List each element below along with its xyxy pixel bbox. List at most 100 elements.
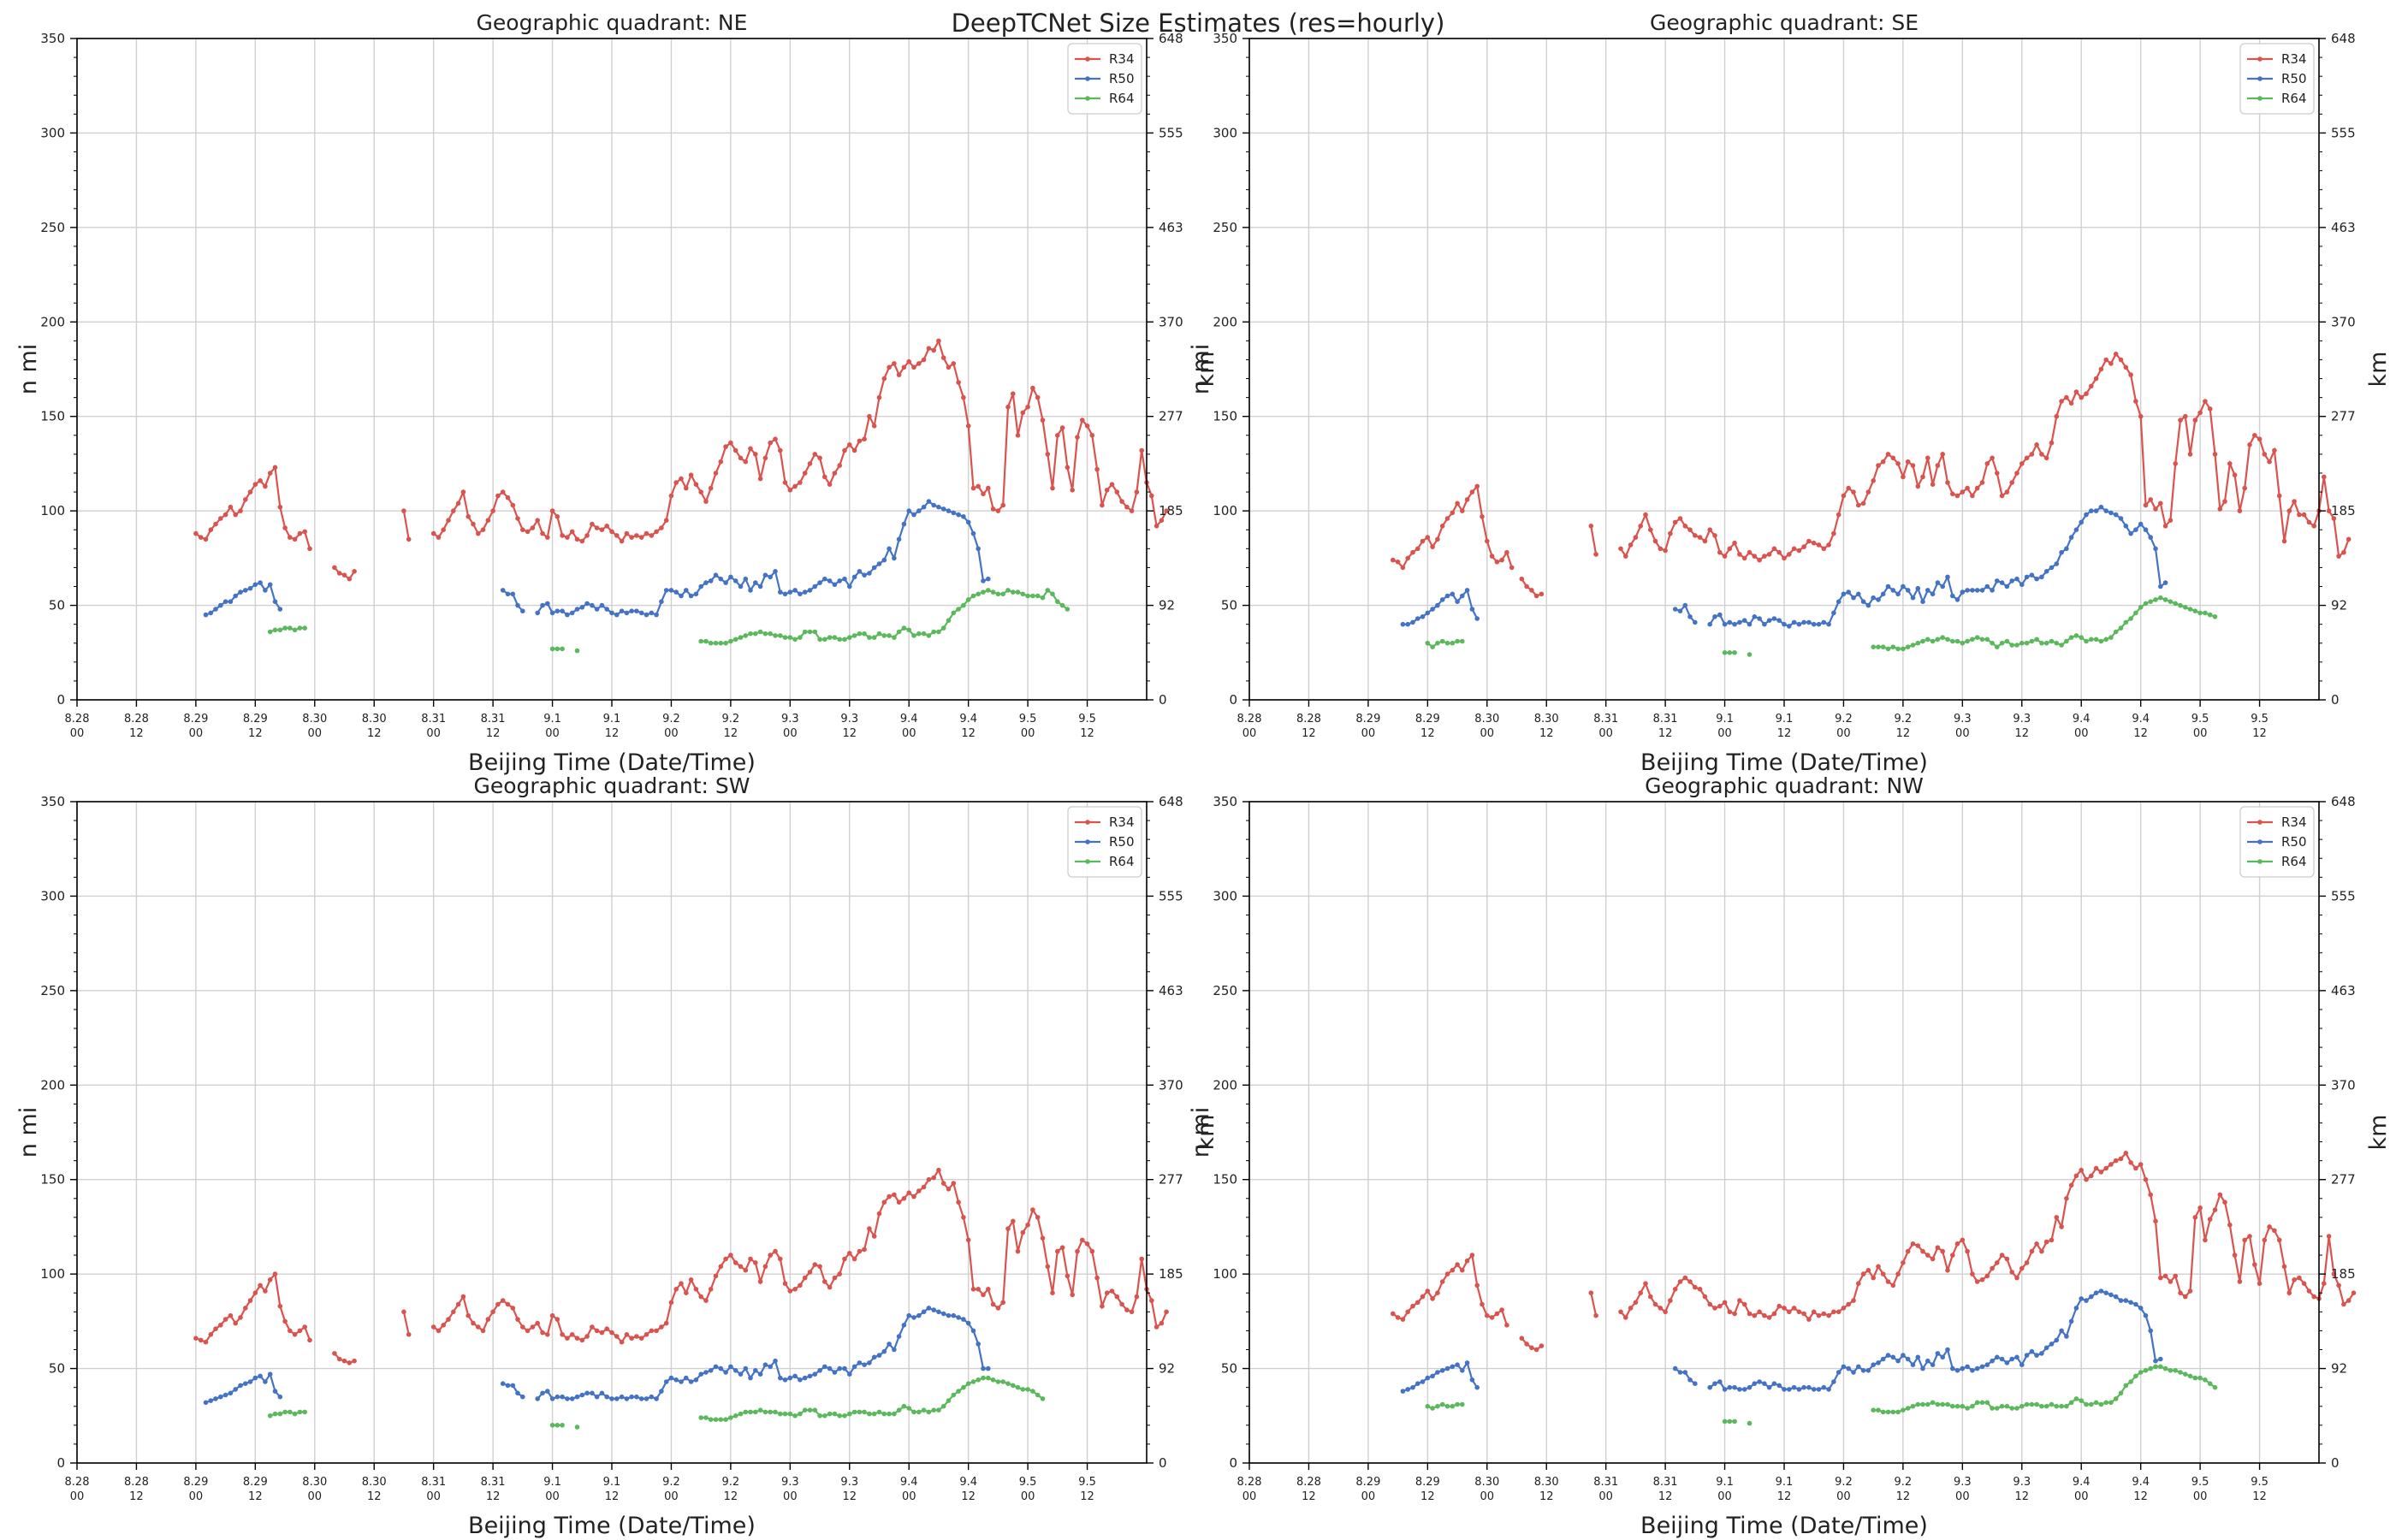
data-point-r64 [703,638,709,644]
data-point-r64 [773,1409,778,1415]
data-point-r34 [936,338,941,344]
data-point-r34 [1474,483,1480,489]
data-point-r50 [842,1365,847,1371]
y-tick-label: 50 [49,598,65,613]
data-point-r34 [1084,1241,1090,1247]
data-point-r50 [693,591,699,597]
data-point-r34 [2322,1281,2327,1286]
data-point-r50 [951,510,957,516]
data-point-r34 [406,536,412,542]
data-point-r64 [302,625,308,631]
data-point-r34 [2237,1279,2243,1284]
data-point-r50 [2054,1337,2060,1343]
data-point-r64 [798,1411,803,1417]
data-point-r64 [267,629,273,635]
data-point-r34 [1707,1301,1712,1307]
data-point-r34 [757,476,763,482]
data-point-r34 [787,1288,793,1294]
data-point-r34 [560,1332,565,1337]
x-tick-date: 8.29 [243,713,268,726]
data-point-r50 [1722,621,1728,627]
data-point-r34 [584,1334,590,1339]
data-point-r34 [2306,519,2312,525]
data-point-r34 [1474,1282,1480,1288]
data-point-r34 [956,380,961,385]
data-point-r34 [1149,493,1154,499]
data-point-r34 [2281,1264,2287,1270]
data-point-r50 [1741,1387,1747,1392]
data-point-r64 [940,625,946,631]
data-point-r34 [1687,1279,1693,1284]
data-point-r64 [851,1409,857,1415]
data-point-r50 [1693,1381,1698,1386]
y-tick-label: 0 [1229,1455,1237,1471]
chart-panel-2: 0501001502002503003500921852773704635556… [15,773,1219,1539]
data-point-r34 [1469,1253,1475,1258]
data-point-r64 [946,1398,952,1403]
y-tick-label: 300 [1213,125,1237,140]
data-point-r34 [1084,424,1090,429]
data-point-r64 [862,1409,867,1415]
data-point-r50 [1940,583,1945,589]
data-point-r34 [2301,1281,2307,1286]
data-point-r64 [574,1424,580,1430]
data-point-r50 [1895,591,1901,597]
data-point-r34 [198,1337,204,1343]
data-point-r34 [341,572,347,578]
data-point-r34 [619,1339,625,1345]
data-point-r50 [500,588,506,593]
chart-panel-3: 0501001502002503003500921852773704635556… [1188,773,2392,1539]
x-tick-date: 9.4 [959,1476,977,1489]
data-point-r34 [807,1270,813,1275]
data-point-r34 [1000,1300,1005,1306]
data-point-r50 [2133,1301,2138,1307]
data-point-r50 [2123,524,2129,529]
data-point-r64 [1430,644,1435,649]
data-point-r34 [545,1332,550,1337]
x-tick-hour: 00 [1717,1490,1732,1503]
y-tick-label: 150 [40,409,65,424]
data-point-r50 [2093,508,2099,513]
data-point-r34 [2098,366,2104,372]
data-point-r34 [272,1271,278,1276]
data-point-r64 [1025,1387,1030,1392]
x-tick-date: 8.28 [124,713,149,726]
data-point-r50 [1920,1365,1925,1371]
x-tick-hour: 12 [1080,727,1094,740]
data-point-r64 [1925,637,1930,643]
data-point-r34 [2341,549,2346,555]
data-point-r34 [1652,538,1658,544]
data-point-r34 [659,525,664,530]
data-point-r34 [1901,474,1906,480]
data-point-r50 [1995,1354,2000,1360]
data-point-r34 [288,535,293,540]
data-point-r34 [807,461,813,466]
data-point-r34 [732,447,738,453]
legend-marker-r34 [1085,820,1090,825]
data-point-r50 [871,565,877,571]
data-point-r34 [782,480,788,485]
data-point-r64 [876,631,882,637]
data-point-r64 [2118,1390,2124,1396]
data-point-r50 [2073,1306,2079,1311]
data-point-r64 [981,1375,986,1381]
x-tick-hour: 00 [902,727,916,740]
data-point-r34 [901,1196,907,1201]
data-point-r64 [881,1411,887,1417]
data-point-r50 [851,574,857,580]
data-point-r34 [1811,1309,1817,1315]
data-point-r64 [782,635,788,640]
data-point-r34 [1499,1307,1504,1312]
data-point-r34 [1504,1323,1509,1328]
data-point-r64 [2059,643,2064,648]
data-point-r64 [1950,638,1955,644]
data-point-r34 [1974,485,1980,491]
data-point-r50 [753,1368,758,1373]
data-point-r34 [2049,1237,2055,1243]
data-point-r34 [510,502,516,508]
data-point-r50 [862,1362,867,1367]
data-point-r34 [649,533,655,538]
data-point-r50 [594,607,600,612]
data-point-r34 [480,527,486,532]
data-point-r34 [1011,391,1016,397]
